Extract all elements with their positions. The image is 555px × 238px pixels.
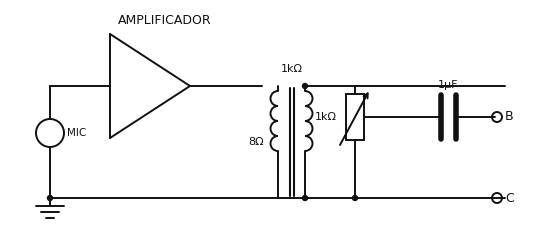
- Text: AMPLIFICADOR: AMPLIFICADOR: [118, 14, 212, 26]
- Text: 1μF: 1μF: [438, 80, 458, 90]
- Circle shape: [302, 84, 307, 89]
- Circle shape: [352, 195, 357, 200]
- Text: 1kΩ: 1kΩ: [280, 64, 302, 74]
- Text: 8Ω: 8Ω: [248, 137, 264, 147]
- Bar: [346, 94, 364, 140]
- Text: MIC: MIC: [67, 128, 86, 138]
- Text: 1kΩ: 1kΩ: [315, 112, 337, 122]
- Text: B: B: [505, 110, 513, 124]
- Circle shape: [48, 195, 53, 200]
- Text: C: C: [505, 192, 514, 204]
- Circle shape: [302, 195, 307, 200]
